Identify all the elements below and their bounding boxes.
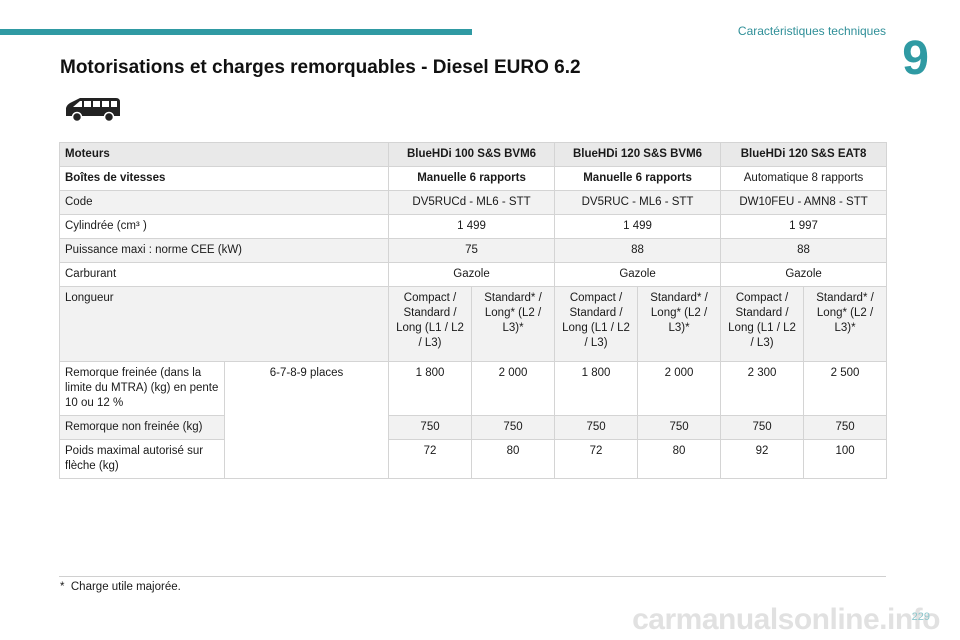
- row-label: Puissance maxi : norme CEE (kW): [58, 238, 390, 263]
- table-cell: DW10FEU - AMN8 - STT: [720, 190, 888, 215]
- table-row: Code DV5RUCd - ML6 - STT DV5RUC - ML6 - …: [58, 190, 888, 215]
- row-label: Longueur: [58, 286, 390, 362]
- footnote-marker: *: [60, 581, 65, 593]
- row-label: Cylindrée (cm³ ): [58, 214, 390, 239]
- table-cell: 88: [554, 238, 722, 263]
- page-title: Motorisations et charges remorquables - …: [60, 57, 581, 78]
- table-cell: DV5RUCd - ML6 - STT: [388, 190, 556, 215]
- header-accent-bar: [0, 29, 472, 35]
- table-row: Longueur Compact / Standard / Long (L1 /…: [58, 286, 888, 362]
- table-cell: Automatique 8 rapports: [720, 166, 888, 191]
- engine-spec-table: Moteurs BlueHDi 100 S&S BVM6 BlueHDi 120…: [58, 142, 888, 479]
- engine-name: BlueHDi 100 S&S BVM6: [388, 142, 556, 167]
- table-row: Poids maximal autorisé sur flèche (kg) 7…: [59, 439, 888, 479]
- table-cell: 1 800: [388, 361, 473, 416]
- table-row: Moteurs BlueHDi 100 S&S BVM6 BlueHDi 120…: [58, 142, 888, 167]
- table-cell: 72: [388, 439, 473, 479]
- table-cell: 1 997: [720, 214, 888, 239]
- table-cell: 88: [720, 238, 888, 263]
- table-row: Carburant Gazole Gazole Gazole: [58, 262, 888, 287]
- table-cell: 75: [388, 238, 556, 263]
- section-title: Caractéristiques techniques: [737, 24, 886, 38]
- table-row: Cylindrée (cm³ ) 1 499 1 499 1 997: [58, 214, 888, 239]
- table-cell: Standard* / Long* (L2 / L3)*: [471, 286, 556, 362]
- table-row: Boîtes de vitesses Manuelle 6 rapports M…: [58, 166, 888, 191]
- places-cell: 6-7-8-9 places: [223, 361, 390, 479]
- footnote-divider: [59, 576, 886, 577]
- table-row: Remorque non freinée (kg) 750 750 750 75…: [59, 415, 888, 440]
- table-cell: 750: [388, 415, 473, 440]
- table-cell: 750: [554, 415, 639, 440]
- table-cell: 1 800: [554, 361, 639, 416]
- table-cell: 750: [637, 415, 722, 440]
- table-cell: Compact / Standard / Long (L1 / L2 / L3): [388, 286, 473, 362]
- row-label: Remorque freinée (dans la limite du MTRA…: [59, 361, 225, 416]
- table-cell: 100: [803, 439, 888, 479]
- row-label: Carburant: [58, 262, 390, 287]
- engine-name: BlueHDi 120 S&S EAT8: [720, 142, 888, 167]
- row-label: Poids maximal autorisé sur flèche (kg): [59, 439, 225, 479]
- table-cell: Gazole: [720, 262, 888, 287]
- table-cell: Standard* / Long* (L2 / L3)*: [637, 286, 722, 362]
- table-cell: Gazole: [388, 262, 556, 287]
- table-cell: Standard* / Long* (L2 / L3)*: [803, 286, 888, 362]
- table-cell: 1 499: [388, 214, 556, 239]
- table-cell: DV5RUC - ML6 - STT: [554, 190, 722, 215]
- table-cell: Gazole: [554, 262, 722, 287]
- table-cell: 750: [803, 415, 888, 440]
- table-cell: Compact / Standard / Long (L1 / L2 / L3): [554, 286, 639, 362]
- footnote-text: Charge utile majorée.: [70, 581, 181, 593]
- table-cell: 72: [554, 439, 639, 479]
- row-label: Remorque non freinée (kg): [59, 415, 225, 440]
- row-label: Boîtes de vitesses: [58, 166, 390, 191]
- table-cell: 2 300: [720, 361, 805, 416]
- page-number: 229: [911, 611, 930, 623]
- table-cell: 80: [637, 439, 722, 479]
- table-cell: Compact / Standard / Long (L1 / L2 / L3): [720, 286, 805, 362]
- table-row: Remorque freinée (dans la limite du MTRA…: [59, 361, 888, 479]
- row-label: Moteurs: [58, 142, 390, 167]
- row-label: Code: [58, 190, 390, 215]
- table-cell: 2 000: [637, 361, 722, 416]
- table-cell: 2 000: [471, 361, 556, 416]
- table-cell: 80: [471, 439, 556, 479]
- footnote: * Charge utile majorée.: [60, 581, 181, 593]
- watermark: carmanualsonline.info: [632, 603, 940, 636]
- table-cell: 2 500: [803, 361, 888, 416]
- table-cell: 92: [720, 439, 805, 479]
- table-cell: 750: [720, 415, 805, 440]
- table-cell: Manuelle 6 rapports: [388, 166, 556, 191]
- table-cell: 750: [471, 415, 556, 440]
- engine-name: BlueHDi 120 S&S BVM6: [554, 142, 722, 167]
- table-row: Puissance maxi : norme CEE (kW) 75 88 88: [58, 238, 888, 263]
- van-icon: [66, 98, 120, 122]
- chapter-number: 9: [902, 32, 929, 85]
- table-cell: Manuelle 6 rapports: [554, 166, 722, 191]
- table-cell: 1 499: [554, 214, 722, 239]
